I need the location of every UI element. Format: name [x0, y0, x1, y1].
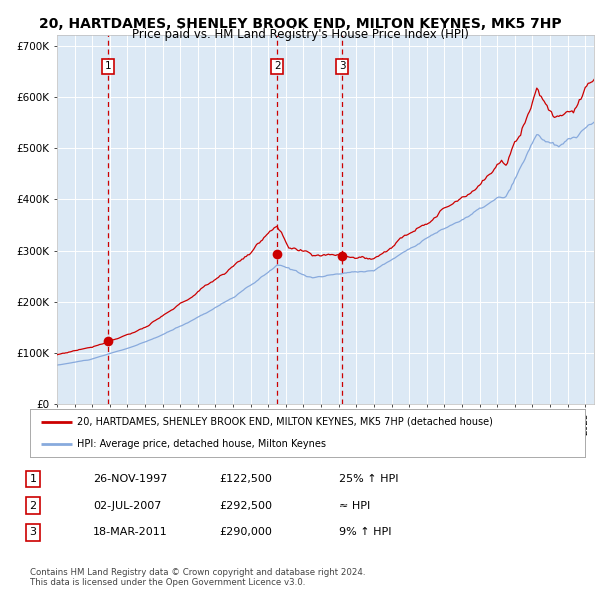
Text: 2: 2 [29, 501, 37, 510]
Text: 2: 2 [274, 61, 280, 71]
Text: HPI: Average price, detached house, Milton Keynes: HPI: Average price, detached house, Milt… [77, 439, 326, 449]
Text: 20, HARTDAMES, SHENLEY BROOK END, MILTON KEYNES, MK5 7HP: 20, HARTDAMES, SHENLEY BROOK END, MILTON… [38, 17, 562, 31]
Text: 25% ↑ HPI: 25% ↑ HPI [339, 474, 398, 484]
Text: 1: 1 [29, 474, 37, 484]
Text: 3: 3 [29, 527, 37, 537]
Text: 20, HARTDAMES, SHENLEY BROOK END, MILTON KEYNES, MK5 7HP (detached house): 20, HARTDAMES, SHENLEY BROOK END, MILTON… [77, 417, 493, 427]
Text: 9% ↑ HPI: 9% ↑ HPI [339, 527, 391, 537]
Text: 3: 3 [339, 61, 346, 71]
Text: 18-MAR-2011: 18-MAR-2011 [93, 527, 168, 537]
Text: 02-JUL-2007: 02-JUL-2007 [93, 501, 161, 510]
Text: 1: 1 [105, 61, 112, 71]
Text: Price paid vs. HM Land Registry's House Price Index (HPI): Price paid vs. HM Land Registry's House … [131, 28, 469, 41]
Text: £122,500: £122,500 [219, 474, 272, 484]
Text: £290,000: £290,000 [219, 527, 272, 537]
Text: 26-NOV-1997: 26-NOV-1997 [93, 474, 167, 484]
Text: £292,500: £292,500 [219, 501, 272, 510]
Text: ≈ HPI: ≈ HPI [339, 501, 370, 510]
Text: Contains HM Land Registry data © Crown copyright and database right 2024.
This d: Contains HM Land Registry data © Crown c… [30, 568, 365, 587]
